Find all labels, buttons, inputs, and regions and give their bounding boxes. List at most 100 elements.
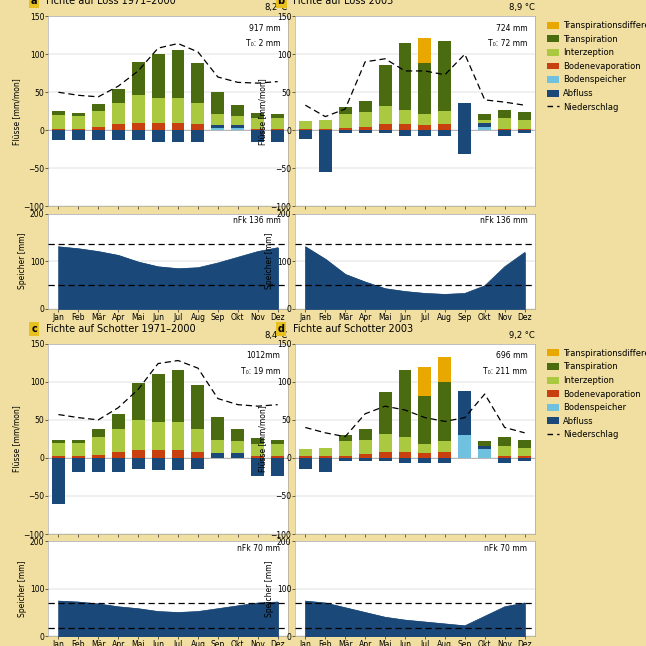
Text: 8,4°C: 8,4°C [264, 331, 287, 340]
Bar [72, 130, 85, 140]
Bar [72, 113, 85, 116]
Bar [191, 458, 204, 468]
Bar [152, 54, 165, 98]
Bar [379, 106, 391, 124]
Bar [318, 120, 332, 129]
Bar [419, 453, 432, 458]
Bar [439, 130, 452, 136]
Bar [112, 130, 125, 140]
Bar [299, 449, 312, 457]
Bar [458, 391, 472, 458]
Bar [92, 105, 105, 110]
Bar [399, 370, 412, 437]
Bar [132, 62, 145, 94]
Bar [318, 129, 332, 130]
Bar [52, 129, 65, 130]
Bar [251, 438, 264, 444]
Text: b: b [278, 0, 285, 6]
Bar [132, 94, 145, 123]
Bar [172, 50, 185, 98]
Y-axis label: Speicher [mm]: Speicher [mm] [18, 233, 27, 289]
Bar [339, 455, 351, 458]
Bar [478, 120, 491, 129]
Bar [498, 130, 511, 136]
Bar [399, 452, 412, 458]
Bar [478, 123, 491, 130]
Bar [112, 89, 125, 103]
Bar [458, 391, 472, 435]
Bar [211, 127, 224, 130]
Bar [339, 435, 351, 441]
Bar [399, 437, 412, 452]
Bar [92, 127, 105, 130]
Bar [439, 41, 452, 111]
Bar [299, 130, 312, 139]
Bar [231, 116, 244, 129]
Text: Fichte auf Schotter 2003: Fichte auf Schotter 2003 [293, 324, 413, 333]
Bar [379, 433, 391, 452]
Bar [318, 130, 332, 172]
Bar [152, 98, 165, 123]
Bar [92, 458, 105, 472]
Bar [419, 396, 432, 444]
Bar [299, 129, 312, 130]
Bar [112, 414, 125, 429]
Bar [92, 110, 105, 127]
Bar [379, 65, 391, 106]
Bar [211, 125, 224, 128]
Bar [359, 127, 371, 130]
Bar [52, 440, 65, 444]
Bar [458, 449, 472, 455]
Bar [191, 385, 204, 429]
Bar [112, 124, 125, 130]
Bar [251, 458, 264, 476]
Bar [458, 455, 472, 458]
Bar [419, 125, 432, 130]
Bar [211, 453, 224, 458]
Y-axis label: Flüsse [mm/mon]: Flüsse [mm/mon] [258, 78, 267, 145]
Text: 696 mm: 696 mm [495, 351, 527, 360]
Legend: Transpirationsdifferenz, Transpiration, Interzeption, Bodenevaporation, Bodenspe: Transpirationsdifferenz, Transpiration, … [547, 348, 646, 440]
Bar [271, 444, 284, 457]
Bar [271, 457, 284, 458]
Bar [231, 105, 244, 116]
Bar [72, 441, 85, 444]
Bar [152, 458, 165, 470]
Bar [132, 123, 145, 130]
Bar [52, 458, 65, 504]
Bar [339, 458, 351, 461]
Bar [92, 437, 105, 455]
Bar [458, 128, 472, 130]
Bar [478, 441, 491, 448]
Bar [359, 130, 371, 133]
Bar [419, 368, 432, 396]
Text: Fichte auf Schotter 1971–2000: Fichte auf Schotter 1971–2000 [46, 324, 196, 333]
Bar [172, 98, 185, 123]
Bar [518, 440, 531, 448]
Bar [211, 455, 224, 458]
Bar [112, 458, 125, 472]
Bar [458, 103, 472, 130]
Bar [271, 114, 284, 118]
Bar [498, 110, 511, 118]
Bar [359, 440, 371, 454]
Bar [439, 111, 452, 124]
Bar [72, 129, 85, 130]
Bar [152, 130, 165, 143]
Bar [211, 417, 224, 440]
Y-axis label: Speicher [mm]: Speicher [mm] [18, 561, 27, 617]
Bar [152, 422, 165, 450]
Bar [211, 92, 224, 114]
Bar [439, 458, 452, 463]
Text: Fichte auf Löss 1971–2000: Fichte auf Löss 1971–2000 [46, 0, 176, 6]
Bar [299, 457, 312, 458]
Bar [191, 130, 204, 143]
Bar [478, 446, 491, 449]
Bar [419, 130, 432, 136]
Bar [152, 374, 165, 422]
Bar [112, 429, 125, 452]
Bar [339, 114, 351, 128]
Bar [132, 130, 145, 140]
Bar [271, 440, 284, 444]
Text: 1012mm: 1012mm [247, 351, 280, 360]
